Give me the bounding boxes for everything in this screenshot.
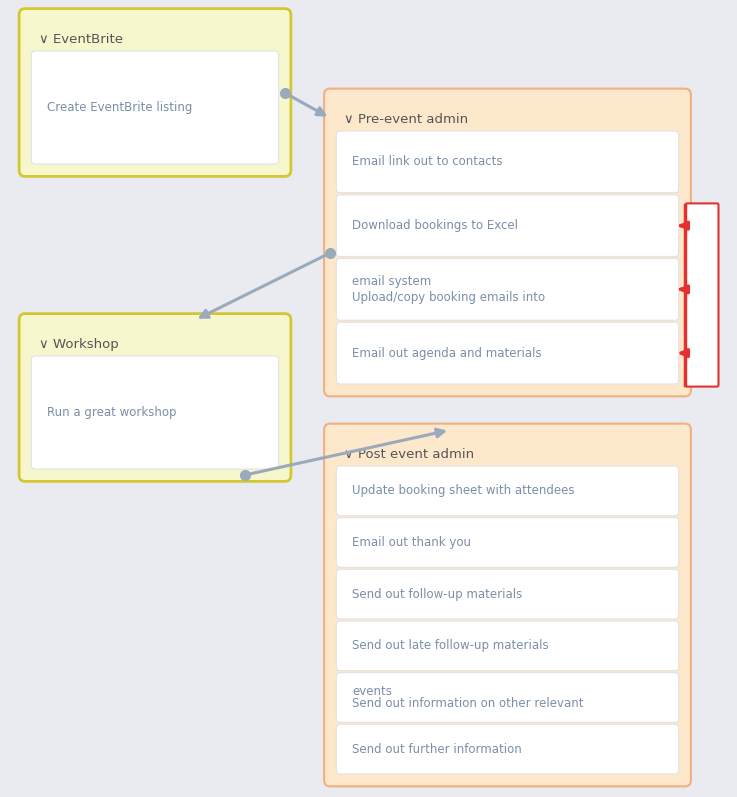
FancyBboxPatch shape [31,51,279,164]
Text: ∨ Post event admin: ∨ Post event admin [344,448,474,461]
FancyBboxPatch shape [19,9,291,176]
Text: Send out late follow-up materials: Send out late follow-up materials [352,639,548,652]
Text: Email out thank you: Email out thank you [352,536,471,549]
Text: email system: email system [352,275,431,288]
Text: ∨ EventBrite: ∨ EventBrite [39,33,123,46]
FancyBboxPatch shape [336,466,679,516]
Text: Send out information on other relevant: Send out information on other relevant [352,697,584,710]
Text: Send out further information: Send out further information [352,743,522,756]
Text: Update booking sheet with attendees: Update booking sheet with attendees [352,485,575,497]
FancyBboxPatch shape [336,569,679,619]
FancyBboxPatch shape [336,258,679,320]
Text: Email link out to contacts: Email link out to contacts [352,155,503,168]
Text: Create EventBrite listing: Create EventBrite listing [47,101,192,114]
FancyBboxPatch shape [336,131,679,193]
Text: Download bookings to Excel: Download bookings to Excel [352,219,518,232]
FancyBboxPatch shape [324,88,691,396]
FancyBboxPatch shape [324,424,691,787]
FancyBboxPatch shape [336,322,679,384]
FancyBboxPatch shape [19,314,291,481]
FancyBboxPatch shape [336,621,679,670]
FancyBboxPatch shape [336,724,679,774]
FancyBboxPatch shape [336,518,679,567]
FancyBboxPatch shape [336,194,679,257]
Text: ∨ Pre-event admin: ∨ Pre-event admin [344,113,468,126]
Text: Email out agenda and materials: Email out agenda and materials [352,347,542,359]
Text: Run a great workshop: Run a great workshop [47,406,176,419]
Text: ∨ Workshop: ∨ Workshop [39,338,119,351]
Text: Upload/copy booking emails into: Upload/copy booking emails into [352,291,545,304]
FancyBboxPatch shape [685,203,719,387]
FancyBboxPatch shape [336,673,679,722]
Text: events: events [352,685,392,697]
FancyBboxPatch shape [31,356,279,469]
Text: Send out follow-up materials: Send out follow-up materials [352,587,523,601]
